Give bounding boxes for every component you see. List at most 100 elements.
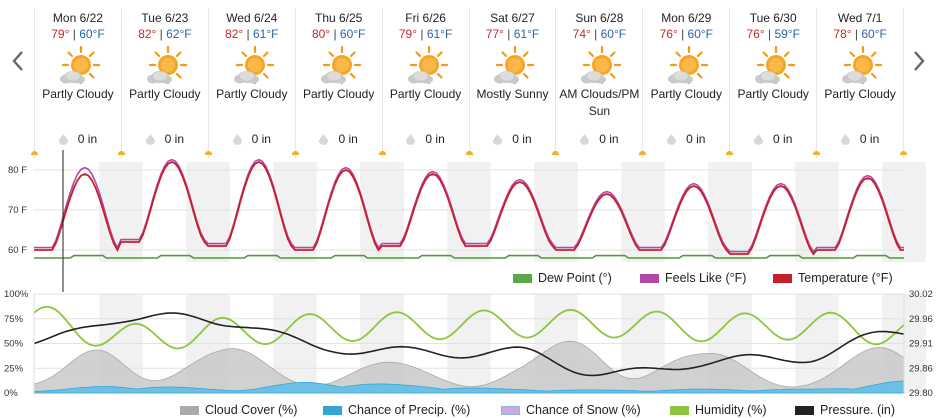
cloud-cover-area bbox=[33, 340, 905, 394]
condition-text: Partly Cloudy bbox=[42, 87, 114, 101]
next-arrow-button[interactable] bbox=[910, 48, 928, 74]
sun-markers bbox=[813, 151, 908, 157]
condition-text: AM Clouds/PM Sun bbox=[559, 87, 640, 118]
day-name: Thu 6/25 bbox=[314, 11, 363, 25]
legend-humidity[interactable]: Humidity (%) bbox=[670, 403, 767, 417]
legend-chance-snow[interactable]: Chance of Snow (%) bbox=[501, 403, 641, 417]
day-column[interactable]: Mon 6/29 76° | 60°F Partly Cloudy 0 in bbox=[639, 8, 734, 158]
sunrise-icon bbox=[204, 151, 212, 155]
high-temp: 77° bbox=[485, 27, 504, 41]
day-column[interactable]: Thu 6/25 80° | 60°F Partly Cloudy 0 in bbox=[291, 8, 386, 158]
legend-label: Pressure. (in) bbox=[820, 403, 896, 417]
day-column[interactable]: Wed 7/1 78° | 60°F Partly Cloudy 0 in bbox=[813, 8, 908, 158]
partly-cloudy-icon bbox=[494, 45, 535, 85]
legend-dew-point[interactable]: Dew Point (°) bbox=[513, 271, 612, 285]
day-column[interactable]: Fri 6/26 79° | 61°F Partly Cloudy 0 in bbox=[378, 8, 473, 158]
chevron-left-icon bbox=[12, 51, 23, 71]
dew-point-line bbox=[34, 254, 904, 259]
raindrop-icon bbox=[580, 133, 590, 145]
day-name: Sat 6/27 bbox=[490, 11, 535, 25]
low-temp: 61°F bbox=[426, 27, 453, 41]
condition-text: Partly Cloudy bbox=[216, 87, 288, 101]
night-band bbox=[621, 162, 665, 262]
night-band bbox=[882, 162, 926, 262]
temp-separator: | bbox=[243, 27, 253, 41]
raindrop-icon bbox=[493, 133, 503, 145]
sunset-icon bbox=[900, 151, 908, 155]
low-temp: 60°F bbox=[687, 27, 714, 41]
previous-arrow-button[interactable] bbox=[9, 48, 27, 74]
night-band bbox=[708, 162, 752, 262]
condition-text: Partly Cloudy bbox=[302, 87, 375, 101]
temp-separator: | bbox=[851, 27, 862, 41]
legend-chance-precip[interactable]: Chance of Precip. (%) bbox=[323, 403, 470, 417]
y-tick-label: 70 F bbox=[8, 205, 27, 216]
day-name: Mon 6/22 bbox=[52, 11, 103, 25]
night-band bbox=[795, 294, 839, 393]
raindrop-icon bbox=[667, 133, 677, 145]
precip-amount: 0 in bbox=[817, 132, 903, 146]
day-temps: 79° | 61°F bbox=[383, 26, 469, 42]
day-column[interactable]: Wed 6/24 82° | 61°F Partly Cloudy 0 in bbox=[204, 8, 299, 158]
high-temp: 80° bbox=[311, 27, 331, 41]
sunrise-icon bbox=[639, 151, 647, 155]
y-right-tick-label: 29.91 bbox=[909, 339, 933, 350]
day-column[interactable]: Tue 6/23 82° | 62°F Partly Cloudy 0 in bbox=[117, 8, 212, 158]
legend-cloud-cover[interactable]: Cloud Cover (%) bbox=[180, 403, 297, 417]
night-band bbox=[99, 162, 143, 262]
day-name: Tue 6/23 bbox=[141, 11, 189, 25]
high-temp: 79° bbox=[51, 27, 70, 41]
day-name: Fri 6/26 bbox=[405, 11, 446, 25]
partly-cloudy-icon bbox=[755, 45, 796, 85]
partly-cloudy-icon bbox=[59, 45, 101, 85]
temp-separator: | bbox=[156, 27, 167, 41]
precip-amount: 0 in bbox=[730, 132, 816, 146]
day-temps: 78° | 60°F bbox=[817, 26, 903, 42]
temperature-chart: 80 F 70 F 60 F bbox=[8, 150, 926, 292]
low-temp: 60°F bbox=[861, 27, 887, 41]
temp-separator: | bbox=[417, 27, 427, 41]
raindrop-icon bbox=[319, 133, 329, 145]
condition-text: Partly Cloudy bbox=[129, 87, 201, 101]
precip-value: 0 in bbox=[164, 132, 185, 146]
chevron-right-icon bbox=[914, 51, 925, 71]
precip-value: 0 in bbox=[251, 132, 271, 146]
condition-text: Mostly Sunny bbox=[476, 87, 549, 101]
condition-text: Partly Cloudy bbox=[824, 87, 896, 101]
legend-label: Chance of Precip. (%) bbox=[348, 403, 471, 417]
raindrop-icon bbox=[232, 133, 242, 145]
high-temp: 76° bbox=[746, 27, 765, 41]
sunrise-icon bbox=[552, 151, 560, 155]
precip-value: 0 in bbox=[338, 132, 358, 146]
legend-swatch bbox=[670, 405, 689, 415]
partly-cloudy-icon bbox=[320, 45, 361, 85]
night-band bbox=[273, 294, 317, 393]
night-band bbox=[795, 162, 839, 262]
day-column[interactable]: Sat 6/27 77° | 61°F Mostly Sunny 0 in bbox=[465, 8, 560, 158]
night-band bbox=[534, 162, 578, 262]
day-column[interactable]: Mon 6/22 79° | 60°F Partly Cloudy 0 in bbox=[31, 8, 125, 158]
legend-label: Chance of Snow (%) bbox=[526, 403, 641, 417]
legend-pressure[interactable]: Pressure. (in) bbox=[795, 403, 895, 417]
temp-separator: | bbox=[677, 27, 688, 41]
precip-value: 0 in bbox=[425, 132, 445, 146]
condition-text: Partly Cloudy bbox=[650, 87, 722, 101]
legend-swatch bbox=[640, 273, 659, 283]
low-temp: 59°F bbox=[774, 27, 800, 41]
legend-label: Cloud Cover (%) bbox=[205, 403, 298, 417]
legend-feels-like[interactable]: Feels Like (°F) bbox=[640, 271, 746, 285]
sunrise-icon bbox=[291, 151, 299, 155]
night-band bbox=[186, 294, 230, 393]
raindrop-icon bbox=[754, 133, 764, 145]
day-column[interactable]: Sun 6/28 74° | 60°F AM Clouds/PM Sun 0 in bbox=[552, 8, 647, 158]
high-temp: 79° bbox=[398, 27, 418, 41]
precip-amount: 0 in bbox=[209, 132, 295, 146]
legend-label: Humidity (%) bbox=[695, 403, 767, 417]
legend-temperature[interactable]: Temperature (°F) bbox=[773, 271, 893, 285]
temp-separator: | bbox=[764, 27, 775, 41]
temp-separator: | bbox=[590, 27, 601, 41]
pressure-line bbox=[33, 312, 905, 377]
precip-amount: 0 in bbox=[296, 132, 382, 146]
y-tick-label: 80 F bbox=[8, 165, 27, 176]
day-column[interactable]: Tue 6/30 76° | 59°F Partly Cloudy 0 in bbox=[726, 8, 821, 158]
